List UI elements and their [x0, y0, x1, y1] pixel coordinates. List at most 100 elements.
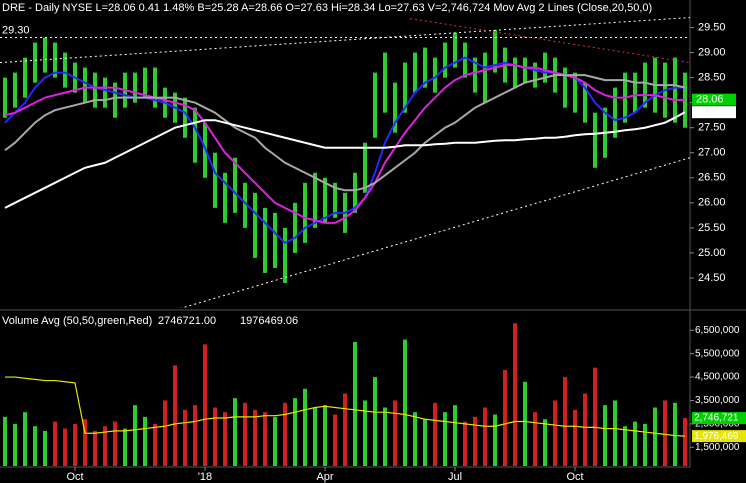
volume-bar — [133, 405, 137, 466]
volume-bar — [203, 344, 207, 466]
volume-label-box — [692, 430, 746, 443]
volume-bar — [413, 412, 417, 466]
price-bar — [253, 192, 257, 258]
price-bar — [323, 177, 327, 223]
volume-bar — [443, 412, 447, 466]
y-tick-label: 6,500,000 — [695, 325, 740, 336]
price-bar — [23, 57, 27, 98]
price-bar — [533, 62, 537, 88]
volume-bar — [673, 402, 677, 466]
volume-bar — [53, 421, 57, 466]
volume-bar — [453, 405, 457, 466]
volume-bar — [3, 416, 7, 466]
price-bar — [593, 112, 597, 168]
price-bar — [3, 77, 7, 118]
price-bar — [213, 152, 217, 208]
volume-bar — [483, 407, 487, 466]
price-bar — [63, 52, 67, 88]
price-bar — [183, 97, 187, 138]
volume-bar — [113, 421, 117, 466]
moving-average — [4, 111, 686, 209]
price-bar — [453, 32, 457, 68]
price-bar — [113, 82, 117, 118]
price-label: 27.81 — [696, 106, 724, 118]
x-tick-label: Oct — [66, 471, 83, 483]
volume-bar — [573, 409, 577, 466]
price-bar — [53, 42, 57, 78]
volume-bar — [423, 419, 427, 466]
volume-bar — [93, 430, 97, 466]
volume-title: Volume Avg (50,50,green,Red) — [2, 315, 152, 327]
price-bar — [543, 52, 547, 83]
volume-bar — [513, 323, 517, 466]
price-bar — [263, 207, 267, 273]
volume-label-box — [692, 412, 746, 425]
volume-bar — [533, 412, 537, 466]
volume-bar — [653, 407, 657, 466]
volume-bar — [43, 430, 47, 466]
volume-bar — [523, 381, 527, 466]
volume-bar — [273, 416, 277, 466]
volume-bar — [503, 370, 507, 466]
y-tick-label: 24.50 — [698, 272, 726, 284]
y-tick-label: 28.50 — [698, 72, 726, 84]
volume-label: 1,976,469 — [694, 431, 739, 442]
volume-readout: 1976469.06 — [240, 315, 298, 327]
price-bar — [463, 42, 467, 78]
volume-bar — [163, 400, 167, 466]
volume-bar — [393, 400, 397, 466]
price-bar — [473, 57, 477, 93]
y-tick-label: 3,500,000 — [695, 395, 740, 406]
volume-bar — [303, 388, 307, 466]
price-bar — [673, 57, 677, 123]
volume-bar — [223, 412, 227, 466]
volume-bar — [333, 414, 337, 466]
volume-bar — [663, 400, 667, 466]
moving-average — [4, 74, 686, 192]
price-plot — [0, 17, 690, 308]
volume-bar — [433, 402, 437, 466]
y-tick-label: 1,500,000 — [695, 442, 740, 453]
volume-bar — [103, 426, 107, 466]
price-bar — [353, 172, 357, 213]
volume-bar — [183, 409, 187, 466]
price-label-box — [692, 106, 736, 119]
trend-line — [409, 18, 690, 64]
price-bar — [363, 142, 367, 193]
volume-bar — [463, 421, 467, 466]
price-bar — [283, 227, 287, 283]
price-bar — [643, 62, 647, 108]
volume-readout: 2746721.00 — [158, 315, 216, 327]
volume-bar — [263, 412, 267, 466]
price-bar — [93, 72, 97, 108]
volume-bar — [613, 400, 617, 466]
volume-bar — [373, 377, 377, 466]
volume-bar — [563, 377, 567, 466]
price-bar — [613, 87, 617, 138]
volume-bar — [193, 405, 197, 466]
price-bar — [403, 62, 407, 113]
moving-average — [4, 64, 686, 224]
volume-bar — [83, 419, 87, 466]
price-bar — [433, 57, 437, 93]
volume-bar — [153, 423, 157, 466]
x-tick-label: Apr — [316, 471, 333, 483]
price-bar — [583, 82, 587, 123]
trend-label: 29.30 — [2, 24, 30, 36]
volume-bar — [383, 407, 387, 466]
price-bar — [83, 67, 87, 103]
price-bar — [273, 212, 277, 268]
volume-bar — [643, 423, 647, 466]
y-tick-label: 26.50 — [698, 172, 726, 184]
volume-bar — [593, 367, 597, 466]
price-bar — [103, 77, 107, 108]
y-tick-label: 27.00 — [698, 147, 726, 159]
y-tick-label: 26.00 — [698, 197, 726, 209]
y-tick-label: 29.00 — [698, 46, 726, 58]
x-tick-label: Oct — [566, 471, 583, 483]
volume-plot — [3, 323, 687, 466]
y-tick-label: 4,500,000 — [695, 372, 740, 383]
volume-bar — [23, 412, 27, 466]
volume-bar — [363, 400, 367, 466]
